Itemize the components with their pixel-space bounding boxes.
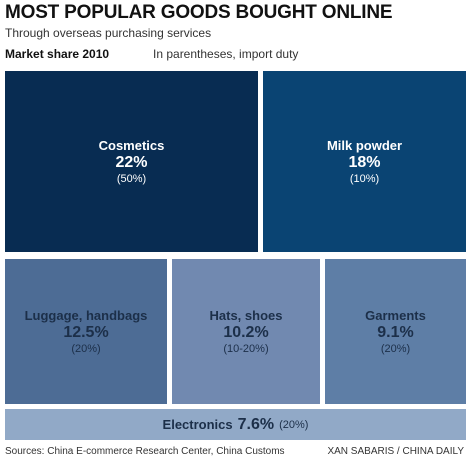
- tile-share-milk-powder: 18%: [348, 153, 381, 171]
- tile-share-cosmetics: 22%: [115, 153, 148, 171]
- tile-duty-milk-powder: (10%): [349, 172, 380, 185]
- tile-electronics: Electronics 7.6% (20%): [5, 409, 466, 440]
- tile-label-hats-shoes: Hats, shoes: [209, 307, 283, 323]
- tile-duty-garments: (20%): [380, 342, 411, 355]
- tile-duty-cosmetics: (50%): [116, 172, 147, 185]
- tile-hats-shoes: Hats, shoes 10.2% (10-20%): [172, 259, 320, 404]
- credit-text: XAN SABARIS / CHINA DAILY: [327, 446, 464, 457]
- tile-share-garments: 9.1%: [377, 323, 414, 341]
- tile-label-garments: Garments: [365, 307, 426, 323]
- tile-label-electronics: Electronics: [162, 416, 233, 432]
- tile-label-luggage-handbags: Luggage, handbags: [24, 307, 148, 323]
- tile-share-luggage-handbags: 12.5%: [63, 323, 109, 341]
- tile-luggage-handbags: Luggage, handbags 12.5% (20%): [5, 259, 167, 404]
- tile-share-electronics: 7.6%: [237, 415, 275, 433]
- tile-cosmetics: Cosmetics 22% (50%): [5, 71, 258, 252]
- tile-label-cosmetics: Cosmetics: [98, 137, 165, 153]
- tile-label-milk-powder: Milk powder: [326, 137, 403, 153]
- tile-duty-electronics: (20%): [279, 418, 309, 431]
- meta-row: Market share 2010 In parentheses, import…: [5, 47, 298, 61]
- tile-share-hats-shoes: 10.2%: [223, 323, 269, 341]
- tile-garments: Garments 9.1% (20%): [325, 259, 466, 404]
- sources-text: Sources: China E-commerce Research Cente…: [5, 446, 285, 457]
- tile-duty-luggage-handbags: (20%): [71, 342, 101, 355]
- market-share-label: Market share 2010: [5, 47, 110, 61]
- tile-duty-hats-shoes: (10-20%): [223, 342, 269, 355]
- tile-milk-powder: Milk powder 18% (10%): [263, 71, 466, 252]
- chart-title: MOST POPULAR GOODS BOUGHT ONLINE: [5, 2, 393, 23]
- chart-subtitle: Through overseas purchasing services: [5, 26, 212, 40]
- import-duty-note: In parentheses, import duty: [153, 47, 299, 61]
